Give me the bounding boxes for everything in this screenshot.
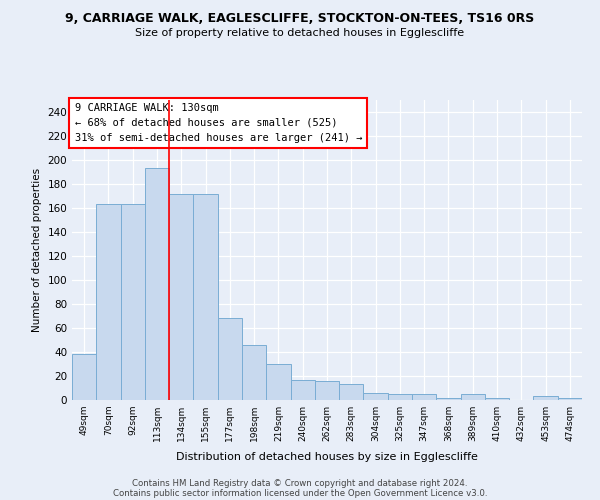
- Bar: [533, 396, 558, 400]
- Bar: [266, 364, 290, 400]
- Bar: [388, 394, 412, 400]
- Y-axis label: Number of detached properties: Number of detached properties: [32, 168, 42, 332]
- Bar: [290, 380, 315, 400]
- Bar: [558, 398, 582, 400]
- Text: 9, CARRIAGE WALK, EAGLESCLIFFE, STOCKTON-ON-TEES, TS16 0RS: 9, CARRIAGE WALK, EAGLESCLIFFE, STOCKTON…: [65, 12, 535, 26]
- Bar: [242, 345, 266, 400]
- Bar: [169, 194, 193, 400]
- Bar: [72, 354, 96, 400]
- Bar: [412, 394, 436, 400]
- Text: 9 CARRIAGE WALK: 130sqm
← 68% of detached houses are smaller (525)
31% of semi-d: 9 CARRIAGE WALK: 130sqm ← 68% of detache…: [74, 103, 362, 142]
- Bar: [96, 204, 121, 400]
- Bar: [145, 168, 169, 400]
- Bar: [461, 394, 485, 400]
- Bar: [193, 194, 218, 400]
- Text: Size of property relative to detached houses in Egglescliffe: Size of property relative to detached ho…: [136, 28, 464, 38]
- Text: Contains public sector information licensed under the Open Government Licence v3: Contains public sector information licen…: [113, 488, 487, 498]
- Bar: [121, 204, 145, 400]
- Bar: [364, 393, 388, 400]
- Text: Contains HM Land Registry data © Crown copyright and database right 2024.: Contains HM Land Registry data © Crown c…: [132, 478, 468, 488]
- Bar: [485, 398, 509, 400]
- X-axis label: Distribution of detached houses by size in Egglescliffe: Distribution of detached houses by size …: [176, 452, 478, 462]
- Bar: [218, 318, 242, 400]
- Bar: [339, 384, 364, 400]
- Bar: [315, 381, 339, 400]
- Bar: [436, 398, 461, 400]
